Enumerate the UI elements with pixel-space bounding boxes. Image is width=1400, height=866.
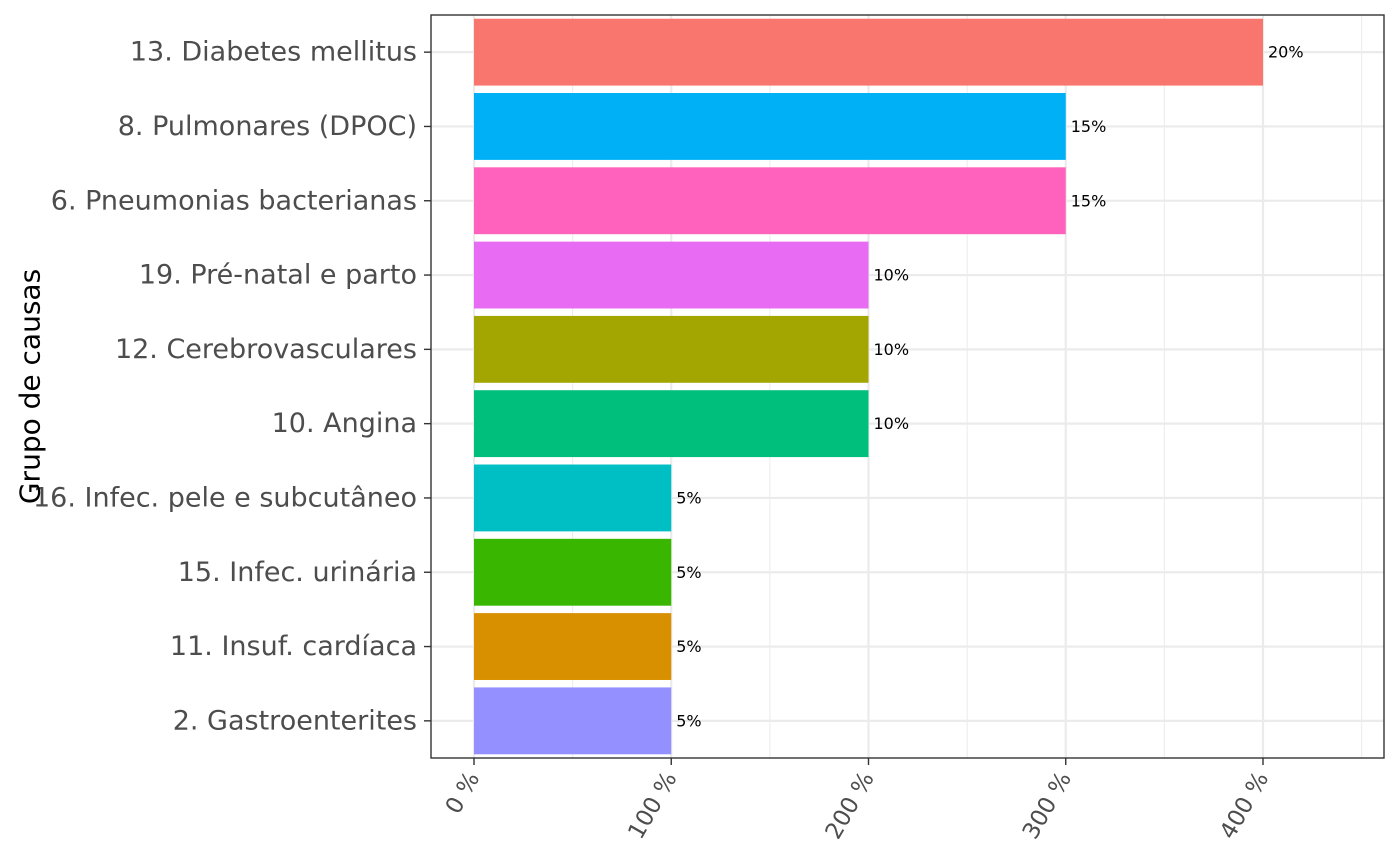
bar-data-label: 10% <box>874 340 910 359</box>
bar <box>474 613 672 680</box>
category-label: 6. Pneumonias bacterianas <box>51 185 417 216</box>
bar-data-label: 15% <box>1071 117 1107 136</box>
bar-data-label: 5% <box>676 563 701 582</box>
category-label: 19. Pré-natal e parto <box>139 260 417 291</box>
bar <box>474 241 869 309</box>
bars <box>474 18 1263 755</box>
category-label: 15. Infec. urinária <box>178 557 417 588</box>
bar-data-label: 5% <box>676 637 701 656</box>
bar <box>474 687 672 755</box>
bar-data-label: 5% <box>676 488 701 507</box>
y-axis-title: Grupo de causas <box>14 269 47 504</box>
bar-data-label: 10% <box>874 414 910 433</box>
bar-labels: 20% 15% 15% 10% 10% 10% 5% 5% 5% 5% <box>676 43 1303 731</box>
bar <box>474 538 672 606</box>
category-label: 11. Insuf. cardíaca <box>170 631 417 662</box>
bar <box>474 464 672 532</box>
bar-data-label: 20% <box>1268 43 1304 62</box>
category-label: 8. Pulmonares (DPOC) <box>118 111 417 142</box>
bar-data-label: 15% <box>1071 191 1107 210</box>
y-axis: 13. Diabetes mellitus 8. Pulmonares (DPOC… <box>33 37 431 736</box>
category-label: 2. Gastroenterites <box>173 705 417 736</box>
category-label: 12. Cerebrovasculares <box>115 334 417 365</box>
category-label: 13. Diabetes mellitus <box>130 37 417 68</box>
bar-data-label: 10% <box>874 266 910 285</box>
bar-data-label: 5% <box>676 711 701 730</box>
category-label: 16. Infec. pele e subcutâneo <box>33 482 417 513</box>
bar <box>474 315 869 383</box>
bar <box>474 167 1066 235</box>
category-label: 10. Angina <box>272 408 417 439</box>
bar <box>474 18 1263 86</box>
plot-panel-border <box>430 14 1385 759</box>
bar <box>474 93 1066 160</box>
bar <box>474 390 869 458</box>
